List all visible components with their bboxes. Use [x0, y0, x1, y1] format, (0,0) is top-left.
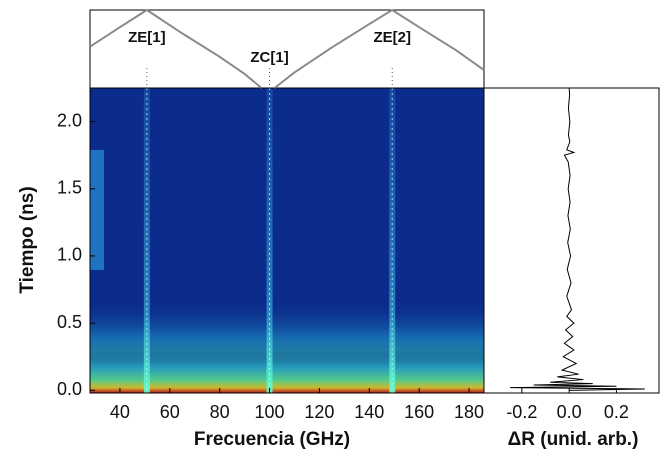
y-tick-label: 1.0: [57, 245, 82, 265]
x-tick-label: 100: [255, 402, 285, 422]
trace-frame: [483, 87, 660, 394]
dispersion-line: [89, 8, 263, 89]
y-tick-label: 0.5: [57, 312, 82, 332]
x-tick-label: 140: [354, 402, 384, 422]
x-tick-label: 120: [304, 402, 334, 422]
x-tick-label: -0.2: [506, 402, 537, 422]
y-tick-label: 2.0: [57, 110, 82, 130]
x-tick-label: 160: [404, 402, 434, 422]
y-tick-label: 1.5: [57, 178, 82, 198]
x-tick-label: 40: [110, 402, 130, 422]
mode-stripe: [389, 88, 396, 393]
heatmap-region: [90, 150, 104, 270]
trace-line: [510, 87, 645, 391]
y-tick-label: 0.0: [57, 379, 82, 399]
annotation: ZE[1]: [128, 29, 166, 46]
dispersion-line: [273, 8, 485, 89]
x-axis-label: Frecuencia (GHz): [194, 429, 350, 450]
annotation: ZC[1]: [250, 49, 288, 66]
x-axis-label: ΔR (unid. arb.): [508, 429, 639, 450]
mode-stripe: [143, 88, 150, 393]
x-tick-label: 0.2: [604, 402, 629, 422]
x-tick-label: 60: [160, 402, 180, 422]
heatmap-region: [90, 350, 484, 393]
heatmap: [90, 88, 484, 393]
annotation: ZE[2]: [373, 29, 411, 46]
x-tick-label: 180: [454, 402, 484, 422]
mode-stripe: [266, 88, 273, 393]
x-tick-label: 0.0: [557, 402, 582, 422]
y-axis-label: Tiempo (ns): [17, 186, 38, 293]
x-tick-label: 80: [210, 402, 230, 422]
